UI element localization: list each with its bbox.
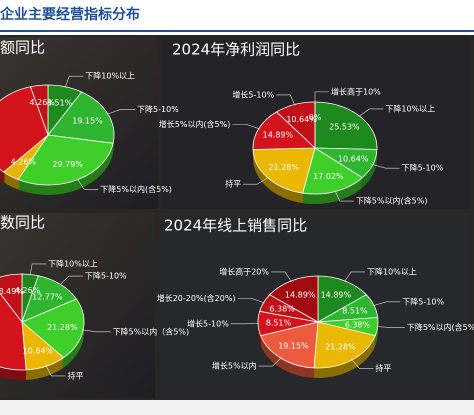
chart-title: 额同比 bbox=[0, 39, 45, 57]
value-label: 29.79% bbox=[52, 160, 83, 169]
page-title: 企业主要经营指标分布 bbox=[0, 6, 140, 23]
leader-line bbox=[371, 163, 400, 169]
category-label: 下降10%以上 bbox=[85, 71, 135, 81]
value-label: 14.89% bbox=[263, 131, 294, 140]
leader-line bbox=[376, 326, 405, 328]
footer bbox=[0, 400, 474, 415]
category-label: 下降5-10% bbox=[402, 296, 444, 306]
category-label: 下降5%以内(含5%) bbox=[407, 322, 474, 332]
category-label: 持平 bbox=[375, 363, 391, 373]
category-label: 下降10%以上 bbox=[367, 266, 417, 276]
value-label: 8.51% bbox=[47, 99, 73, 108]
value-label: 8.51% bbox=[342, 307, 368, 316]
value-label: 21.28% bbox=[47, 323, 78, 332]
category-label: 增长5-10% bbox=[232, 89, 274, 99]
category-label: 增长高于10% bbox=[331, 86, 381, 96]
category-label: 下降5%以内(含5%) bbox=[356, 196, 428, 206]
value-label: 4.26% bbox=[11, 158, 37, 167]
category-label: 增长20-20%(含20%) bbox=[157, 293, 236, 303]
leader-line bbox=[81, 329, 111, 333]
value-label: 17.02% bbox=[313, 172, 344, 181]
value-label: 6.38% bbox=[345, 321, 371, 330]
category-label: 增长5%以内(含5%) bbox=[159, 119, 231, 129]
leader-line bbox=[59, 275, 83, 286]
category-label: 持平 bbox=[225, 179, 241, 189]
leader-line bbox=[358, 108, 384, 117]
category-label: 下降5-10% bbox=[137, 104, 179, 114]
category-label: 增长5-10% bbox=[187, 318, 229, 328]
slice bbox=[0, 86, 49, 173]
chart-title: 2024年净利润同比 bbox=[172, 41, 300, 59]
leader-line bbox=[243, 176, 269, 185]
category-label: 下降10%以上 bbox=[48, 258, 98, 268]
chart-title: 数同比 bbox=[0, 214, 45, 232]
value-label: 25.53% bbox=[329, 122, 360, 131]
value-label: 10.64% bbox=[23, 347, 54, 356]
leader-line bbox=[344, 271, 366, 282]
category-label: 下降5%以内（含5%) bbox=[113, 326, 190, 336]
category-label: 下降5-10% bbox=[85, 271, 127, 281]
leader-line bbox=[276, 94, 296, 106]
leader-line bbox=[237, 298, 265, 304]
slice bbox=[0, 273, 23, 324]
value-label: 8.49% bbox=[0, 287, 24, 296]
category-label: 下降5-10% bbox=[402, 163, 444, 173]
leader-line bbox=[351, 358, 374, 369]
slice bbox=[0, 292, 27, 371]
value-label: 19.15% bbox=[72, 117, 103, 126]
value-label: 14.89% bbox=[321, 290, 352, 299]
value-label: 4.26% bbox=[15, 286, 41, 295]
category-label: 下降5%以内(含5%) bbox=[100, 184, 172, 194]
value-label: 21.28% bbox=[268, 163, 299, 172]
value-label: 10.64% bbox=[338, 154, 369, 163]
leader-line bbox=[270, 271, 292, 282]
value-label: 10.64% bbox=[286, 115, 317, 124]
value-label: 6.38% bbox=[269, 305, 295, 314]
leader-line bbox=[64, 75, 84, 88]
value-label: 8.51% bbox=[266, 319, 292, 328]
leader-line bbox=[45, 365, 66, 377]
category-label: 持平 bbox=[67, 370, 83, 380]
category-label: 下降10%以上 bbox=[385, 103, 435, 113]
leader-line bbox=[372, 301, 401, 307]
value-label: 19.15% bbox=[278, 341, 309, 350]
category-label: 增长高于20% bbox=[219, 266, 269, 276]
leader-line bbox=[314, 91, 329, 103]
value-label: 12.77% bbox=[32, 293, 63, 302]
leader-line bbox=[258, 357, 282, 367]
leader-line bbox=[106, 109, 136, 115]
value-label: 14.89% bbox=[285, 290, 316, 299]
value-label: 0% bbox=[309, 113, 322, 122]
chart-title: 2024年线上销售同比 bbox=[164, 217, 307, 235]
slice bbox=[30, 84, 49, 136]
value-label: 4.26% bbox=[29, 98, 55, 107]
category-label: 增长5%以内 bbox=[212, 361, 257, 371]
leader-line bbox=[76, 178, 99, 190]
leader-line bbox=[232, 124, 260, 130]
leader-line bbox=[29, 263, 47, 276]
leader-line bbox=[334, 190, 354, 202]
value-label: 21.28% bbox=[325, 343, 356, 352]
